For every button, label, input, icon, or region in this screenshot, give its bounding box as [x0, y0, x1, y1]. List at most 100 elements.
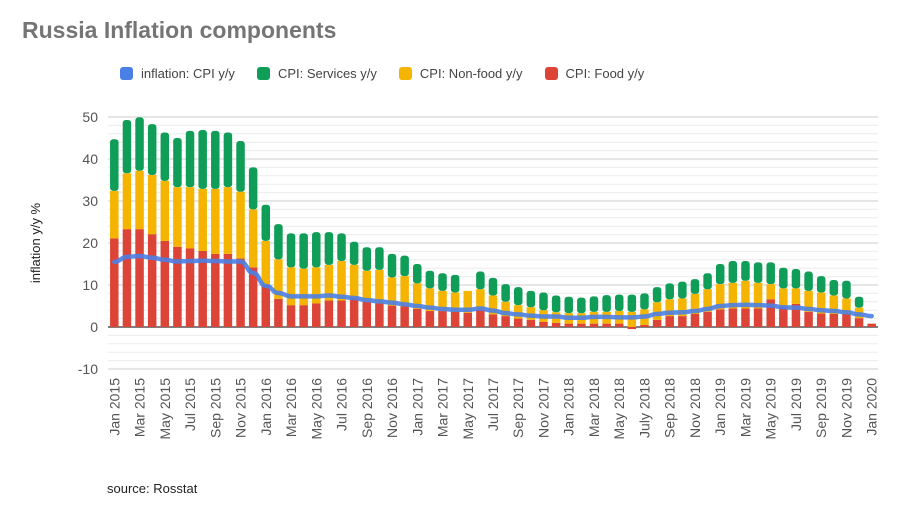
x-tick-label: Sep 2017 [510, 378, 526, 438]
bar-cpi-services-y-y [211, 130, 220, 189]
bar-cpi-food-y-y [248, 267, 258, 327]
bar-cpi-services-y-y [261, 204, 271, 241]
bar-cpi-services-y-y [526, 290, 536, 308]
bar-cpi-non-food-y-y [198, 188, 207, 251]
bar-cpi-services-y-y [665, 283, 674, 300]
chart-title: Russia Inflation components [22, 17, 337, 43]
bar-cpi-non-food-y-y [728, 282, 738, 309]
bar-cpi-food-y-y [614, 323, 624, 327]
x-tick-label: Sep 2018 [662, 378, 678, 438]
bar-cpi-food-y-y [375, 303, 384, 327]
cpi-line [112, 253, 874, 321]
bar-cpi-non-food-y-y [362, 270, 372, 302]
bar-cpi-food-y-y [816, 313, 826, 327]
legend-label-services: CPI: Services y/y [277, 66, 377, 81]
bar-cpi-non-food-y-y [413, 283, 422, 309]
bar-cpi-services-y-y [577, 297, 586, 314]
bar-cpi-food-y-y [791, 303, 801, 327]
bar-cpi-non-food-y-y [438, 290, 447, 312]
bar-cpi-services-y-y [854, 296, 864, 308]
bar-cpi-non-food-y-y [173, 187, 182, 247]
bar-cpi-services-y-y [703, 273, 712, 290]
bar-cpi-services-y-y [248, 167, 258, 210]
bar-cpi-food-y-y [122, 229, 132, 327]
x-tick-label: May 2018 [611, 378, 627, 440]
y-tick-label: 50 [82, 109, 98, 125]
legend-item-cpi[interactable]: inflation: CPI y/y [120, 66, 235, 81]
bar-cpi-food-y-y [236, 258, 245, 327]
bar-cpi-food-y-y [274, 298, 283, 327]
x-tick-label: Jul 2015 [182, 378, 198, 431]
bar-cpi-food-y-y [577, 323, 586, 327]
x-tick-label: Jan 2015 [106, 378, 122, 436]
legend-label-cpi: inflation: CPI y/y [141, 66, 235, 81]
bar-cpi-food-y-y [173, 246, 182, 327]
bar-cpi-non-food-y-y [110, 190, 119, 239]
bar-cpi-food-y-y [198, 250, 207, 327]
bar-cpi-non-food-y-y [488, 295, 498, 315]
x-tick-label: Nov 2017 [535, 378, 551, 438]
bar-cpi-food-y-y [804, 311, 813, 327]
bar-cpi-food-y-y [438, 311, 447, 327]
bar-cpi-food-y-y [602, 323, 611, 327]
bar-cpi-services-y-y [160, 132, 170, 181]
bar-cpi-services-y-y [640, 293, 649, 310]
x-tick-label: July 2018 [636, 378, 652, 438]
legend-item-services[interactable]: CPI: Services y/y [256, 66, 377, 81]
bar-cpi-non-food-y-y [513, 305, 523, 319]
bar-cpi-non-food-y-y [324, 264, 334, 301]
bar-cpi-food-y-y [400, 306, 409, 327]
bar-cpi-food-y-y [362, 301, 372, 327]
bar-cpi-services-y-y [627, 294, 637, 312]
x-tick-label: Nov 2016 [384, 378, 400, 438]
bar-cpi-services-y-y [337, 233, 346, 262]
bar-cpi-non-food-y-y [842, 298, 851, 314]
x-tick-label: Jan 2020 [864, 378, 880, 436]
bar-cpi-non-food-y-y [829, 295, 839, 314]
bar-cpi-food-y-y [640, 324, 649, 327]
bar-cpi-non-food-y-y [375, 269, 384, 304]
y-tick-label: 30 [82, 193, 98, 209]
bar-cpi-services-y-y [488, 277, 498, 296]
bar-cpi-services-y-y [324, 232, 334, 265]
bar-cpi-non-food-y-y [286, 267, 296, 306]
y-axis-label: inflation y/y % [28, 202, 43, 283]
x-tick-label: Mar 2016 [283, 378, 299, 437]
legend-item-nonfood[interactable]: CPI: Non-food y/y [398, 66, 523, 81]
bar-cpi-non-food-y-y [387, 277, 397, 306]
bar-cpi-non-food-y-y [804, 290, 813, 312]
bar-cpi-food-y-y [715, 309, 725, 327]
x-tick-label: Sep 2015 [207, 378, 223, 438]
bar-cpi-food-y-y [488, 314, 498, 327]
bar-cpi-non-food-y-y [690, 293, 700, 314]
bar-cpi-non-food-y-y [274, 259, 283, 299]
bar-cpi-food-y-y [387, 305, 397, 327]
bar-cpi-food-y-y [513, 318, 523, 327]
bar-cpi-non-food-y-y [349, 264, 359, 298]
bar-cpi-food-y-y [665, 316, 674, 327]
y-tick-label: -10 [78, 361, 98, 377]
bar-cpi-food-y-y [728, 308, 738, 327]
bar-cpi-services-y-y [185, 130, 195, 188]
source-note: source: Rosstat [107, 481, 198, 496]
bar-cpi-non-food-y-y [463, 290, 473, 313]
bar-cpi-services-y-y [564, 296, 573, 314]
bar-cpi-services-y-y [829, 279, 839, 296]
bar-cpi-services-y-y [413, 264, 422, 284]
bar-cpi-food-y-y [337, 300, 346, 327]
legend-label-food: CPI: Food y/y [565, 66, 645, 81]
legend-item-food[interactable]: CPI: Food y/y [544, 66, 645, 81]
legend: inflation: CPI y/y CPI: Services y/y CPI… [120, 66, 644, 81]
bar-cpi-services-y-y [842, 280, 851, 299]
bar-cpi-services-y-y [513, 287, 523, 306]
bar-cpi-non-food-y-y [135, 170, 144, 230]
bar-cpi-services-y-y [589, 296, 599, 312]
bar-cpi-services-y-y [198, 130, 207, 189]
bar-cpi-services-y-y [804, 271, 813, 291]
bar-cpi-services-y-y [312, 232, 321, 268]
legend-swatch-cpi [120, 67, 133, 80]
bar-cpi-services-y-y [539, 292, 548, 311]
bar-cpi-food-y-y [135, 229, 144, 327]
bar-cpi-services-y-y [387, 253, 397, 278]
bar-cpi-food-y-y [741, 308, 750, 327]
